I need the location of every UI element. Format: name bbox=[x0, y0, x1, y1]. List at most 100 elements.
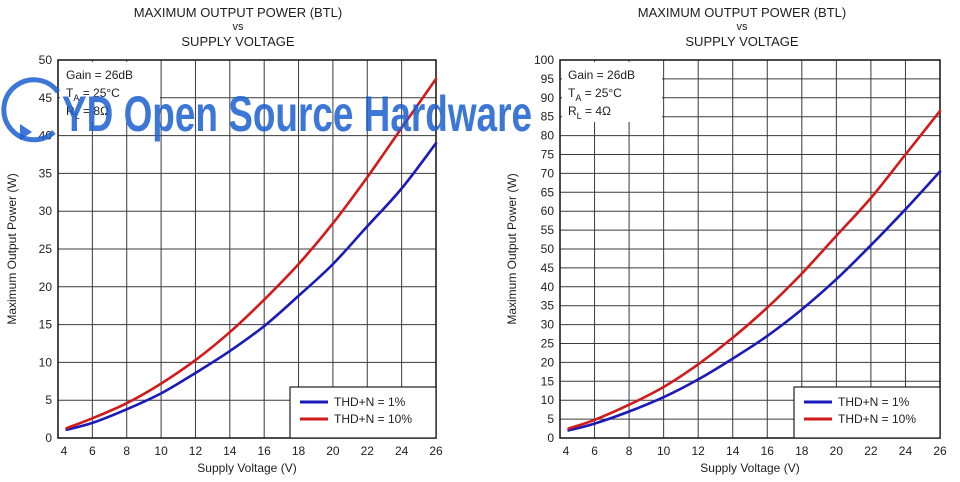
y-tick-label: 10 bbox=[541, 393, 555, 407]
y-tick-label: 20 bbox=[39, 280, 53, 294]
y-tick-label: 45 bbox=[541, 261, 555, 275]
y-tick-label: 5 bbox=[547, 412, 554, 426]
y-tick-label: 0 bbox=[45, 431, 52, 445]
legend: THD+N = 1% THD+N = 10% bbox=[289, 386, 437, 439]
y-tick-label: 15 bbox=[541, 374, 555, 388]
grid bbox=[58, 60, 436, 438]
chart-subtitle: SUPPLY VOLTAGE bbox=[181, 34, 295, 49]
ta-subscript: A bbox=[73, 93, 79, 103]
y-tick-label: 15 bbox=[39, 318, 53, 332]
rl-subscript: L bbox=[75, 111, 80, 121]
y-tick-label: 100 bbox=[534, 53, 554, 67]
ta-symbol: T bbox=[568, 86, 576, 100]
x-tick-label: 20 bbox=[830, 444, 844, 458]
y-tick-label: 25 bbox=[541, 337, 555, 351]
x-tick-label: 6 bbox=[89, 444, 96, 458]
x-tick-label: 26 bbox=[933, 444, 947, 458]
conditions-background bbox=[60, 62, 160, 122]
chart-title-vs: vs bbox=[233, 21, 245, 33]
ta-value: = 25°C bbox=[581, 86, 622, 100]
y-tick-label: 50 bbox=[39, 53, 53, 67]
y-tick-label: 50 bbox=[541, 242, 555, 256]
legend-box bbox=[793, 386, 941, 439]
condition-gain: Gain = 26dB bbox=[66, 68, 133, 82]
x-tick-label: 12 bbox=[189, 444, 203, 458]
y-tick-label: 80 bbox=[541, 129, 555, 143]
y-tick-label: 30 bbox=[39, 204, 53, 218]
legend-label: THD+N = 10% bbox=[334, 412, 412, 426]
condition-load: RL = 4Ω bbox=[568, 104, 611, 121]
y-axis-label: Maximum Output Power (W) bbox=[5, 173, 19, 324]
conditions-background bbox=[562, 62, 662, 122]
rl-subscript: L bbox=[577, 111, 582, 121]
watermark-text: YD Open Source Hardware bbox=[62, 86, 532, 142]
x-axis-label: Supply Voltage (V) bbox=[197, 461, 296, 475]
series-line-thd-10pct bbox=[65, 77, 438, 430]
x-tick-label: 18 bbox=[292, 444, 306, 458]
y-tick-label: 0 bbox=[547, 431, 554, 445]
legend-label: THD+N = 1% bbox=[838, 395, 910, 409]
x-tick-label: 20 bbox=[326, 444, 340, 458]
conditions-box: Gain = 26dB TA = 25°CRL = 8Ω bbox=[60, 62, 160, 122]
condition-load: RL = 8Ω bbox=[66, 104, 109, 121]
x-tick-label: 18 bbox=[795, 444, 809, 458]
condition-gain: Gain = 26dB bbox=[568, 68, 635, 82]
series-line-thd-1pct bbox=[567, 170, 942, 432]
conditions-box: Gain = 26dB TA = 25°C RL = 4Ω bbox=[562, 62, 662, 122]
x-tick-label: 8 bbox=[123, 444, 130, 458]
y-tick-label: 10 bbox=[39, 355, 53, 369]
plot-frame bbox=[57, 59, 437, 439]
legend: THD+N = 1% THD+N = 10% bbox=[793, 386, 941, 439]
ta-subscript: A bbox=[575, 93, 581, 103]
x-tick-label: 26 bbox=[429, 444, 443, 458]
x-tick-label: 22 bbox=[361, 444, 375, 458]
y-tick-label: 70 bbox=[541, 166, 555, 180]
y-tick-label: 45 bbox=[39, 91, 53, 105]
x-axis-label: Supply Voltage (V) bbox=[700, 461, 799, 475]
x-tick-label: 12 bbox=[692, 444, 706, 458]
y-tick-label: 75 bbox=[541, 148, 555, 162]
condition-temperature: TA = 25°C bbox=[66, 86, 120, 103]
x-tick-label: 24 bbox=[395, 444, 409, 458]
x-tick-label: 8 bbox=[626, 444, 633, 458]
x-tick-label: 10 bbox=[154, 444, 168, 458]
logo-arrow bbox=[20, 124, 32, 140]
y-tick-label: 40 bbox=[541, 280, 555, 294]
y-tick-label: 95 bbox=[541, 72, 555, 86]
y-tick-label: 65 bbox=[541, 185, 555, 199]
rl-symbol: R bbox=[66, 104, 75, 118]
series-line-thd-10pct bbox=[567, 109, 942, 430]
logo-arc bbox=[1, 77, 61, 143]
series-line-thd-1pct bbox=[65, 141, 438, 431]
y-tick-label: 60 bbox=[541, 204, 555, 218]
chart-title-vs: vs bbox=[737, 21, 749, 33]
watermark-logo-icon bbox=[1, 77, 61, 143]
chart-subtitle: SUPPLY VOLTAGE bbox=[685, 34, 799, 49]
x-tick-label: 4 bbox=[61, 444, 68, 458]
x-tick-label: 10 bbox=[657, 444, 671, 458]
y-tick-label: 55 bbox=[541, 223, 555, 237]
watermark: YD Open Source Hardware bbox=[1, 77, 532, 143]
x-tick-label: 24 bbox=[899, 444, 913, 458]
rl-value: = 4Ω bbox=[582, 104, 611, 118]
chart-title: MAXIMUM OUTPUT POWER (BTL) bbox=[638, 5, 846, 20]
x-tick-label: 6 bbox=[591, 444, 598, 458]
y-tick-label: 30 bbox=[541, 318, 555, 332]
legend-label: THD+N = 10% bbox=[838, 412, 916, 426]
y-tick-label: 35 bbox=[39, 166, 53, 180]
x-tick-label: 16 bbox=[258, 444, 272, 458]
plot-frame bbox=[559, 59, 941, 439]
ta-value: = 25°C bbox=[79, 86, 120, 100]
y-tick-label: 85 bbox=[541, 110, 555, 124]
y-tick-label: 20 bbox=[541, 355, 555, 369]
x-tick-label: 4 bbox=[563, 444, 570, 458]
chart-title: MAXIMUM OUTPUT POWER (BTL) bbox=[134, 5, 342, 20]
legend-box bbox=[289, 386, 437, 439]
y-tick-label: 35 bbox=[541, 299, 555, 313]
y-tick-label: 90 bbox=[541, 91, 555, 105]
legend-label: THD+N = 1% bbox=[334, 395, 406, 409]
x-tick-label: 14 bbox=[223, 444, 237, 458]
x-tick-label: 14 bbox=[726, 444, 740, 458]
y-tick-label: 25 bbox=[39, 242, 53, 256]
